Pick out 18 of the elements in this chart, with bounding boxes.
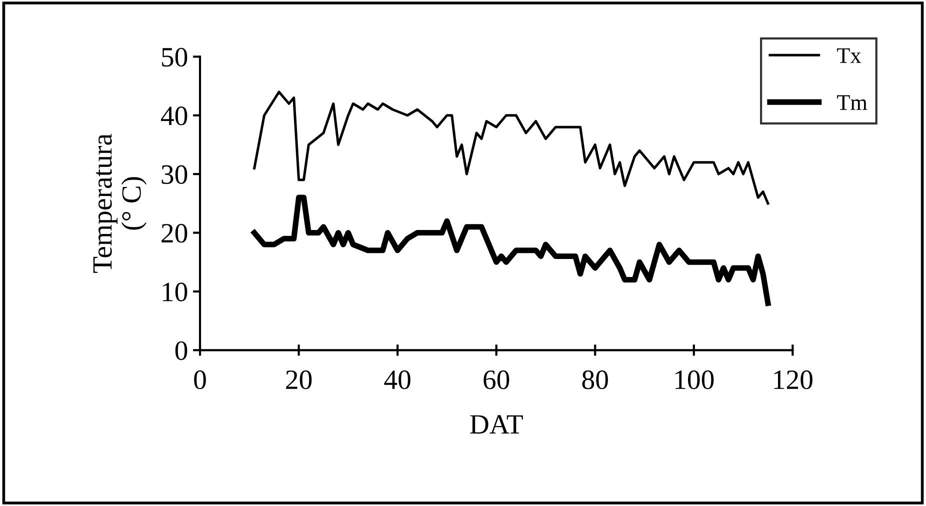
y-tick-label: 40 bbox=[160, 106, 188, 126]
x-tick-label: 20 bbox=[286, 370, 312, 390]
x-tick-label: 120 bbox=[774, 370, 812, 390]
legend-label: Tm bbox=[837, 95, 868, 110]
y-tick-label: 0 bbox=[175, 341, 188, 360]
x-tick-label: 0 bbox=[194, 370, 206, 390]
x-tick-label: 100 bbox=[675, 370, 714, 390]
x-tick-label: 40 bbox=[384, 370, 410, 390]
y-tick-label: 30 bbox=[162, 165, 188, 184]
line-series bbox=[253, 90, 770, 205]
x-tick-label: 80 bbox=[582, 370, 608, 390]
y-tick-label: 20 bbox=[162, 224, 188, 243]
y-tick-label: 50 bbox=[162, 48, 188, 67]
y-axis-title: Temperatura (° C) bbox=[93, 134, 147, 273]
x-tick-label: 60 bbox=[484, 370, 510, 390]
y-tick-label: 10 bbox=[162, 282, 188, 302]
legend-label: Tx bbox=[837, 48, 862, 63]
x-axis-title: DAT bbox=[470, 415, 523, 434]
